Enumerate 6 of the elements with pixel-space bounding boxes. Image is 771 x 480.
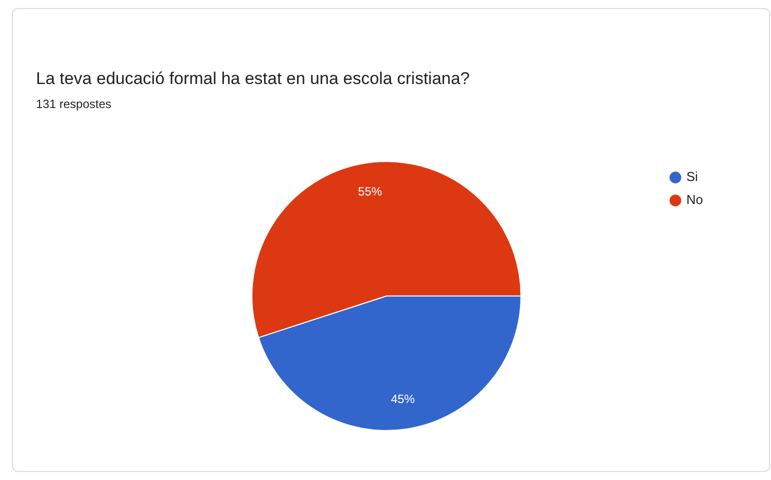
legend-label: Si (686, 169, 698, 184)
data-label: 55% (358, 184, 382, 199)
data-label: 45% (390, 392, 416, 406)
chart-title: La teva educació formal ha estat en una escola cristiana? (36, 69, 470, 89)
text: 131 respostes (36, 97, 112, 111)
legend-label: No (686, 192, 704, 208)
